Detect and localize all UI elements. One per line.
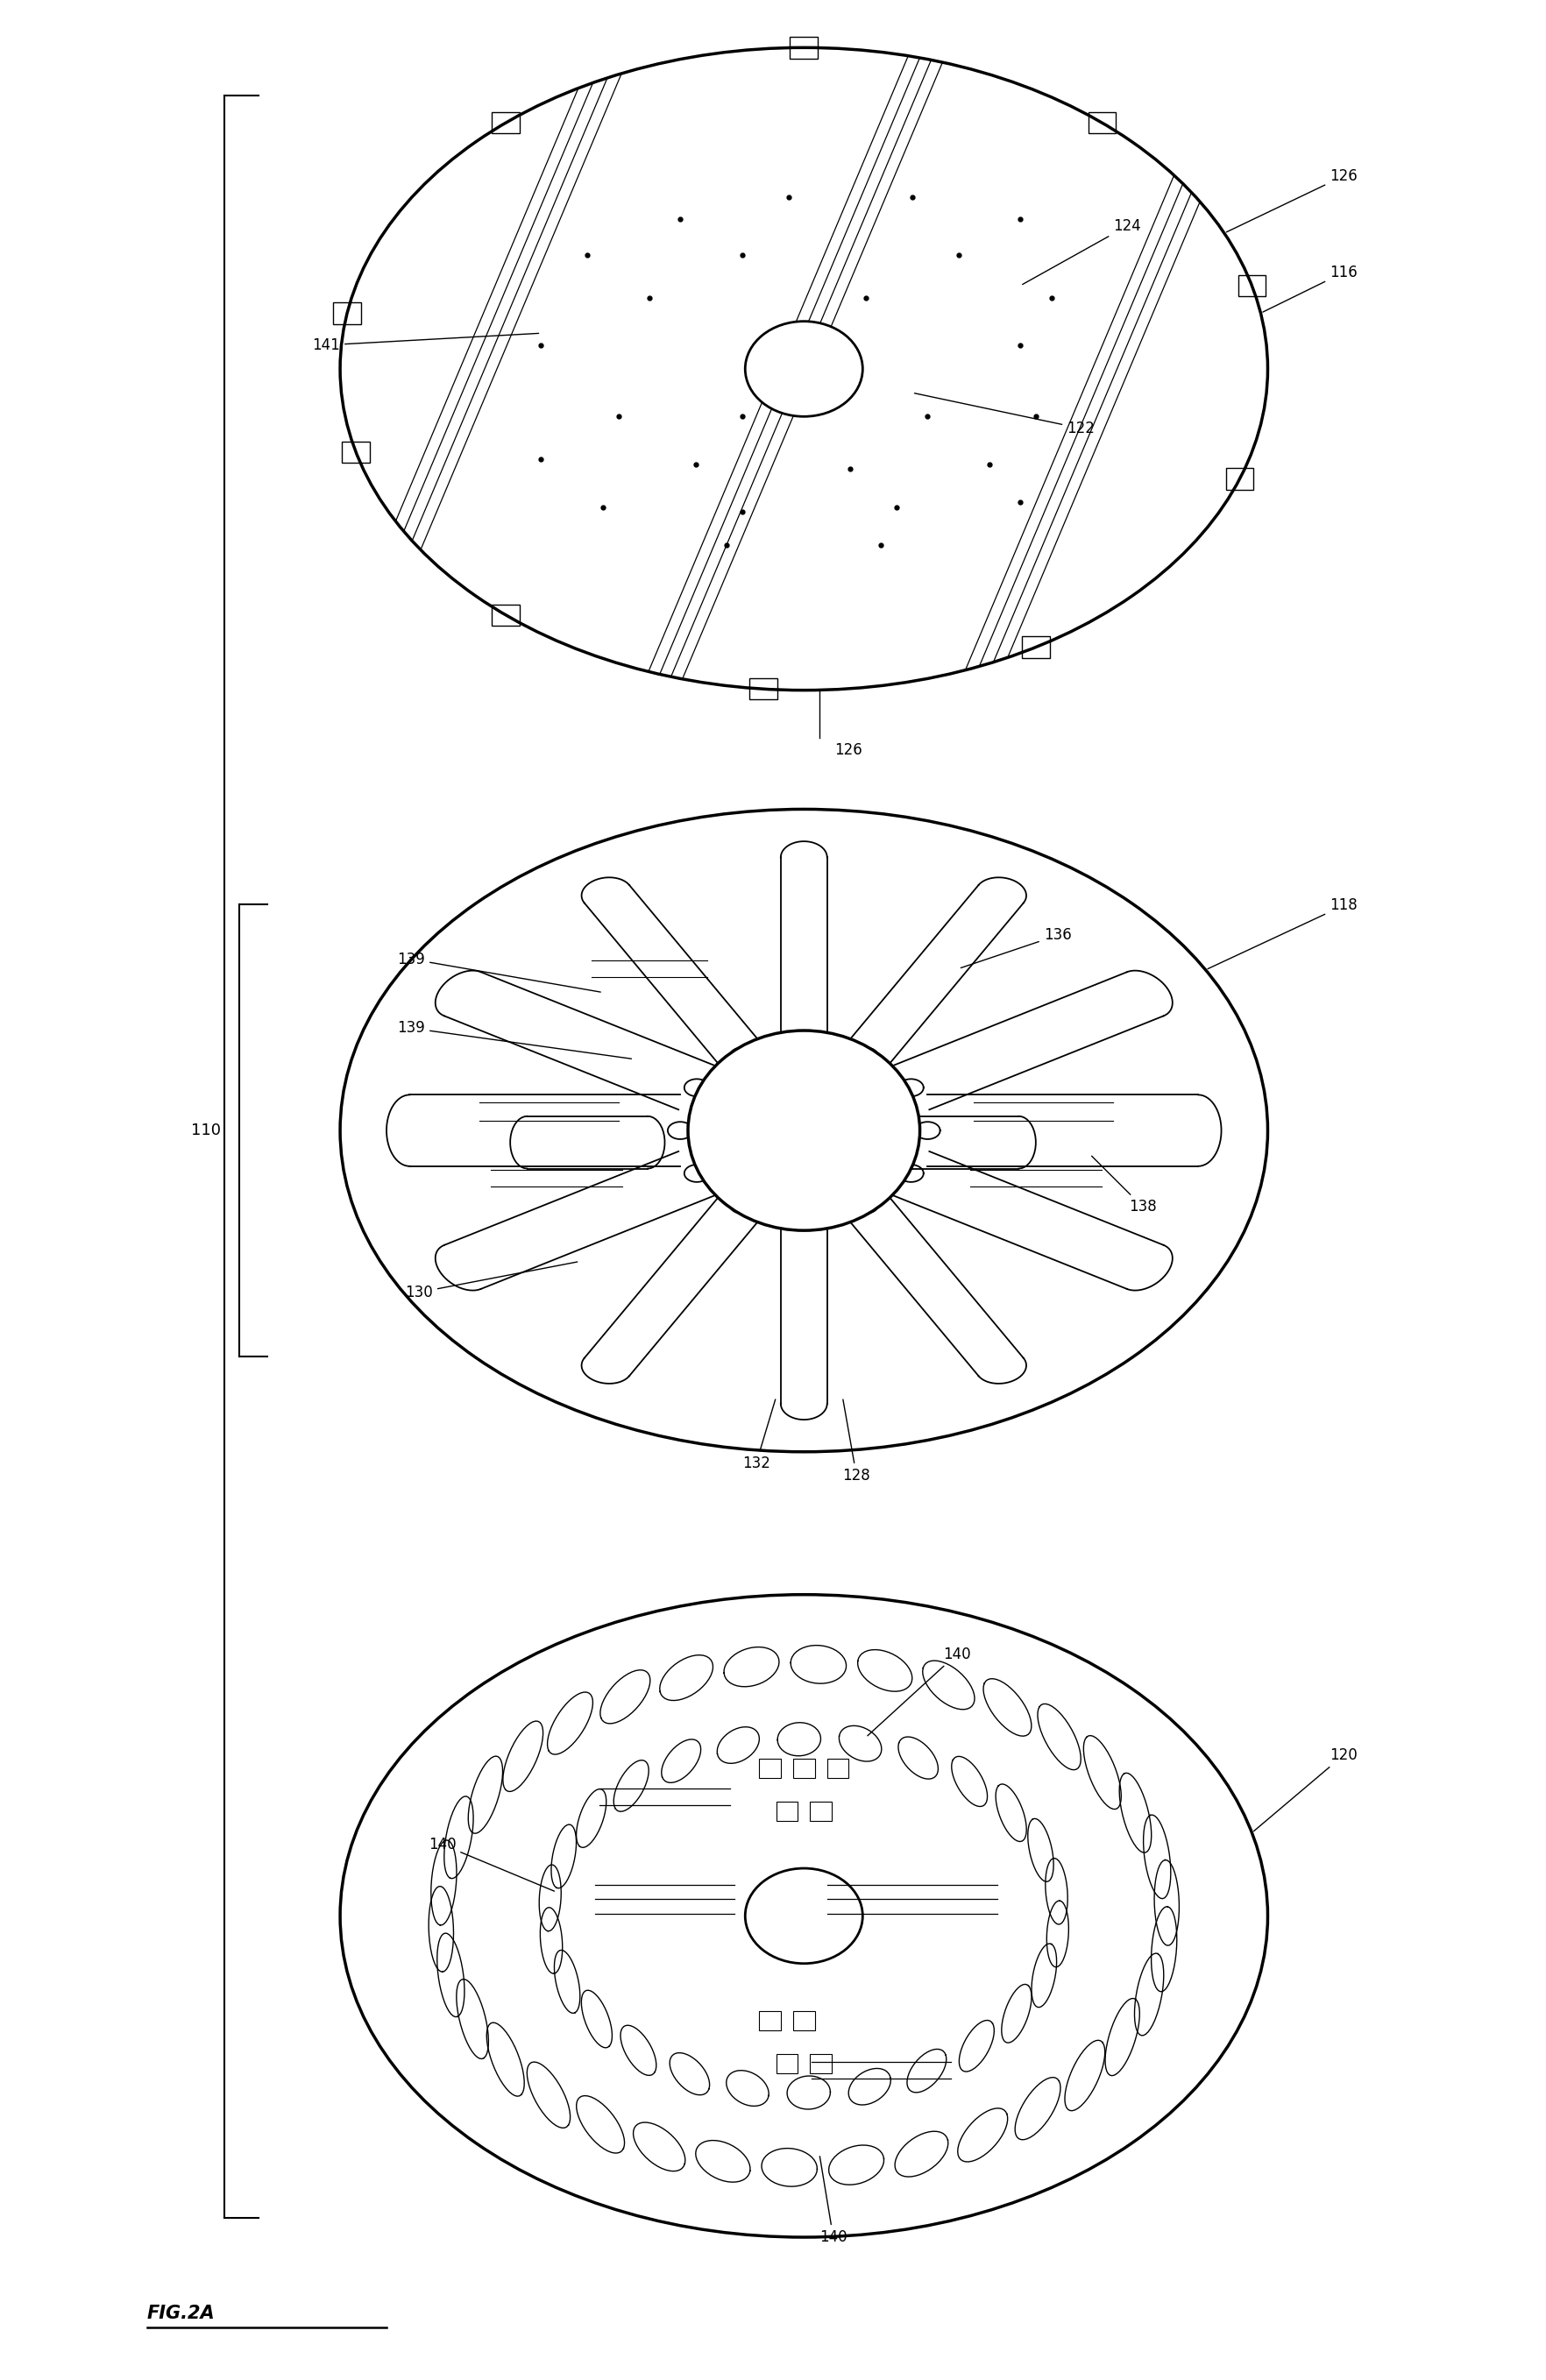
Polygon shape — [853, 1197, 878, 1214]
Text: 141: 141 — [312, 333, 538, 352]
Text: 126: 126 — [1226, 169, 1357, 233]
Ellipse shape — [745, 1868, 863, 1963]
Polygon shape — [730, 1047, 754, 1064]
Polygon shape — [685, 1078, 710, 1097]
Text: 128: 128 — [843, 1399, 870, 1483]
Text: 139: 139 — [397, 1021, 631, 1059]
Text: 138: 138 — [1091, 1157, 1156, 1214]
Ellipse shape — [745, 321, 863, 416]
Text: 140: 140 — [819, 2156, 847, 2244]
Text: 110: 110 — [192, 1123, 221, 1138]
Text: 140: 140 — [428, 1837, 555, 1892]
Text: 118: 118 — [1207, 897, 1357, 969]
Text: FIG.2A: FIG.2A — [147, 2304, 215, 2323]
Polygon shape — [668, 1121, 693, 1140]
Text: 140: 140 — [867, 1647, 971, 1735]
Text: 132: 132 — [742, 1399, 776, 1471]
Polygon shape — [898, 1078, 923, 1097]
Ellipse shape — [340, 1595, 1268, 2237]
Polygon shape — [730, 1197, 754, 1214]
Text: 130: 130 — [405, 1261, 577, 1299]
Polygon shape — [685, 1164, 710, 1183]
Polygon shape — [898, 1164, 923, 1183]
Text: 120: 120 — [1254, 1747, 1357, 1830]
Text: 116: 116 — [1263, 264, 1357, 312]
Text: 122: 122 — [915, 393, 1095, 436]
Ellipse shape — [688, 1031, 920, 1230]
Ellipse shape — [340, 48, 1268, 690]
Text: 126: 126 — [835, 743, 863, 757]
Polygon shape — [792, 1207, 816, 1226]
Text: 136: 136 — [960, 928, 1071, 969]
Text: 124: 124 — [1022, 219, 1141, 286]
Ellipse shape — [340, 809, 1268, 1452]
Polygon shape — [915, 1121, 940, 1140]
Text: 139: 139 — [397, 952, 600, 992]
Polygon shape — [853, 1047, 878, 1064]
Polygon shape — [792, 1035, 816, 1054]
